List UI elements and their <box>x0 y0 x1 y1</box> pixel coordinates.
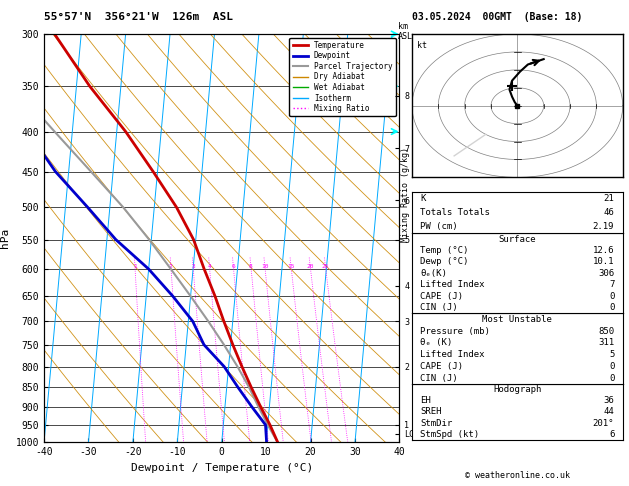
Text: 4: 4 <box>208 264 211 269</box>
Text: 0: 0 <box>609 374 615 382</box>
Text: 55°57'N  356°21'W  126m  ASL: 55°57'N 356°21'W 126m ASL <box>44 12 233 22</box>
Text: 3: 3 <box>191 264 195 269</box>
Text: kt: kt <box>417 41 427 50</box>
Text: 0: 0 <box>609 292 615 301</box>
Text: 0: 0 <box>609 303 615 312</box>
Text: Lifted Index: Lifted Index <box>420 350 485 359</box>
X-axis label: Dewpoint / Temperature (°C): Dewpoint / Temperature (°C) <box>131 463 313 473</box>
Text: K: K <box>420 194 426 203</box>
Text: CIN (J): CIN (J) <box>420 374 458 382</box>
Text: 44: 44 <box>604 407 615 417</box>
Legend: Temperature, Dewpoint, Parcel Trajectory, Dry Adiabat, Wet Adiabat, Isotherm, Mi: Temperature, Dewpoint, Parcel Trajectory… <box>289 38 396 116</box>
Text: 2: 2 <box>169 264 173 269</box>
Text: 850: 850 <box>598 327 615 336</box>
Text: 15: 15 <box>287 264 295 269</box>
Text: 2.19: 2.19 <box>593 222 615 231</box>
Text: θₑ (K): θₑ (K) <box>420 338 453 347</box>
Text: 21: 21 <box>604 194 615 203</box>
Text: Pressure (mb): Pressure (mb) <box>420 327 490 336</box>
Text: 6: 6 <box>231 264 235 269</box>
Text: 10: 10 <box>261 264 269 269</box>
Text: km
ASL: km ASL <box>398 22 413 41</box>
Text: © weatheronline.co.uk: © weatheronline.co.uk <box>465 471 569 480</box>
Text: PW (cm): PW (cm) <box>420 222 458 231</box>
Text: 1: 1 <box>133 264 136 269</box>
Text: 36: 36 <box>604 396 615 405</box>
Text: Totals Totals: Totals Totals <box>420 208 490 217</box>
Text: 5: 5 <box>609 350 615 359</box>
Text: SREH: SREH <box>420 407 442 417</box>
Text: Most Unstable: Most Unstable <box>482 315 552 324</box>
Text: 8: 8 <box>249 264 253 269</box>
Text: 10.1: 10.1 <box>593 258 615 266</box>
Text: 46: 46 <box>604 208 615 217</box>
Text: Lifted Index: Lifted Index <box>420 280 485 289</box>
Text: 0: 0 <box>609 362 615 371</box>
Text: Hodograph: Hodograph <box>493 385 542 394</box>
Text: 25: 25 <box>321 264 329 269</box>
Y-axis label: hPa: hPa <box>0 228 10 248</box>
Text: 306: 306 <box>598 269 615 278</box>
Text: θₑ(K): θₑ(K) <box>420 269 447 278</box>
Text: Temp (°C): Temp (°C) <box>420 246 469 255</box>
Text: CAPE (J): CAPE (J) <box>420 292 464 301</box>
Text: Surface: Surface <box>499 235 536 243</box>
Text: 7: 7 <box>609 280 615 289</box>
Text: 201°: 201° <box>593 418 615 428</box>
Text: 20: 20 <box>306 264 314 269</box>
Text: CAPE (J): CAPE (J) <box>420 362 464 371</box>
Text: 03.05.2024  00GMT  (Base: 18): 03.05.2024 00GMT (Base: 18) <box>412 12 582 22</box>
Text: Dewp (°C): Dewp (°C) <box>420 258 469 266</box>
Text: 311: 311 <box>598 338 615 347</box>
Text: 12.6: 12.6 <box>593 246 615 255</box>
Text: StmSpd (kt): StmSpd (kt) <box>420 430 479 439</box>
Text: CIN (J): CIN (J) <box>420 303 458 312</box>
Text: Mixing Ratio (g/kg): Mixing Ratio (g/kg) <box>401 147 410 242</box>
Text: StmDir: StmDir <box>420 418 453 428</box>
Text: 6: 6 <box>609 430 615 439</box>
Text: EH: EH <box>420 396 431 405</box>
